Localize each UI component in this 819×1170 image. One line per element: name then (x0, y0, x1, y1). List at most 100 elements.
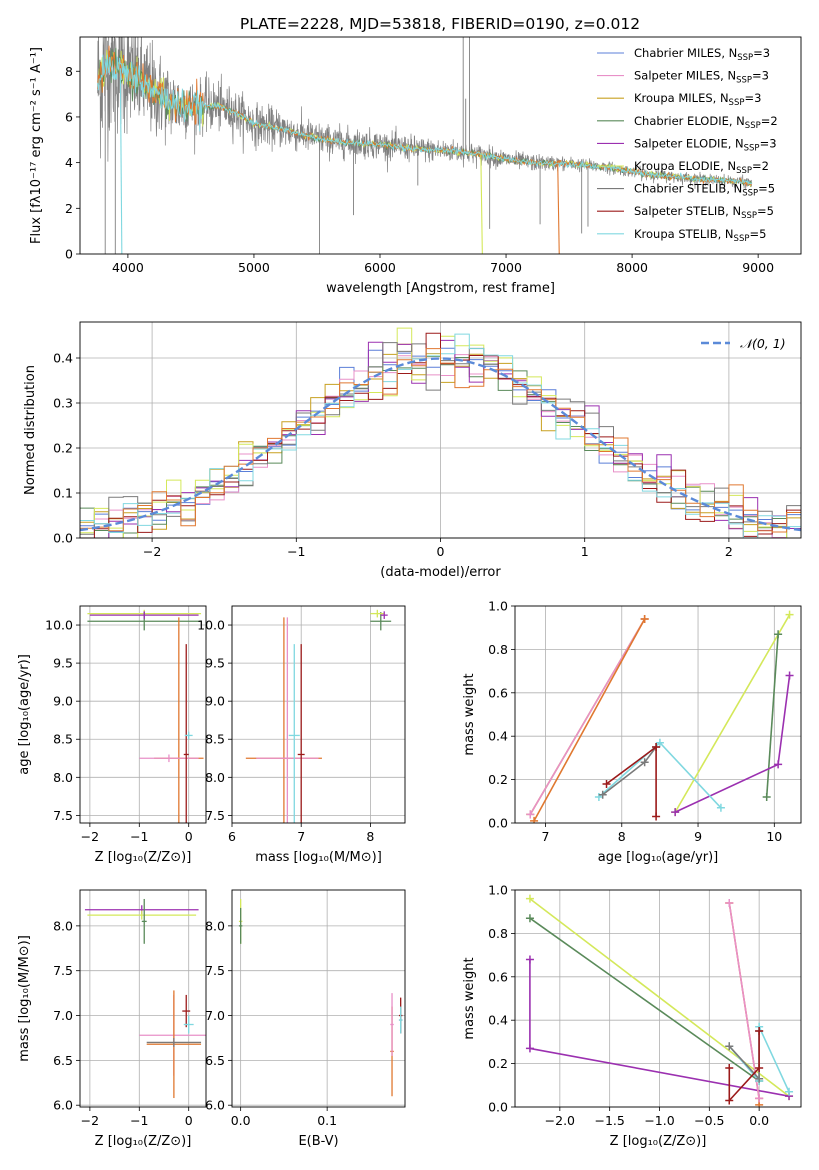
x-tick-label: 8 (366, 829, 374, 844)
plot-area (525, 894, 794, 1107)
normal-curve (80, 357, 801, 532)
legend-label: Salpeter MILES, NSSP=3 (634, 69, 769, 86)
legend-label-tail: =3 (752, 69, 769, 83)
x-axis-label: (data-model)/error (380, 565, 501, 580)
mass-weight-line (728, 1031, 760, 1103)
x-tick-label: −2 (81, 1113, 99, 1128)
legend-label: Salpeter STELIB, NSSP=5 (634, 204, 774, 221)
mass-weight-marker (785, 671, 794, 680)
y-tick-label: 0.8 (488, 642, 508, 657)
mass-weight-marker (598, 790, 607, 799)
legend-label-tail: =2 (761, 114, 778, 128)
x-tick-label: −1 (130, 1113, 148, 1128)
x-tick-label: 1 (581, 544, 589, 559)
mass-weight-marker (526, 810, 535, 819)
mass-weight-line (765, 634, 779, 798)
legend-label-text: Kroupa ELODIE, N (634, 159, 736, 173)
mass-weight-marker (652, 743, 661, 752)
legend-label-text: Salpeter MILES, N (634, 69, 736, 83)
axes-frame (514, 605, 802, 824)
legend-label-text: Salpeter ELODIE, N (634, 136, 744, 150)
spectrum-model-drop (119, 68, 123, 254)
mass-weight-marker (725, 1096, 734, 1105)
x-tick-label: 9000 (742, 260, 774, 275)
y-tick-label: 0.0 (488, 816, 508, 831)
y-tick-label: 0.1 (53, 486, 73, 501)
axes-frame (231, 889, 406, 1108)
x-axis-label: Z [log₁₀(Z/Z⊙)] (95, 1134, 192, 1149)
legend-label-tail: =5 (758, 182, 775, 196)
legend-label-text: Chabrier ELODIE, N (634, 114, 745, 128)
legend-label: Kroupa ELODIE, NSSP=2 (634, 159, 769, 176)
spectrum-model-drop (557, 163, 560, 254)
legend-label-sub: SSP (729, 98, 745, 108)
y-tick-label: 0.2 (488, 772, 508, 787)
mass-weight-marker (725, 1063, 734, 1072)
y-tick-label: 0.2 (488, 1056, 508, 1071)
legend-label-tail: =5 (749, 227, 766, 241)
mass-weight-marker (774, 760, 783, 769)
x-tick-label: −1.0 (644, 1113, 674, 1128)
axes-frame (79, 605, 207, 824)
mass-weight-marker (785, 1087, 794, 1096)
x-tick-label: 0 (437, 544, 445, 559)
mass-weight-marker (525, 1044, 534, 1053)
y-tick-label: 9.0 (205, 694, 225, 709)
legend-label: Salpeter ELODIE, NSSP=3 (634, 136, 777, 153)
mass-weight-line (674, 675, 791, 813)
mass-weight-marker (525, 894, 534, 903)
legend-label: Chabrier MILES, NSSP=3 (634, 46, 770, 63)
legend-label-text: Kroupa STELIB, N (634, 227, 734, 241)
y-tick-label: 8.5 (53, 732, 73, 747)
legend-label-sub: SSP (744, 143, 760, 153)
residual-histogram (80, 348, 801, 533)
y-tick-label: 10.0 (45, 618, 73, 633)
legend-label: Kroupa STELIB, NSSP=5 (634, 227, 766, 244)
y-tick-label: 0.2 (53, 441, 73, 456)
mass-weight-marker (785, 610, 794, 619)
x-tick-label: −2.0 (545, 1113, 575, 1128)
mass-weight-marker (755, 1027, 764, 1036)
mass-weight-marker (525, 955, 534, 964)
mass-weight-marker (762, 792, 771, 801)
y-tick-label: 8 (65, 64, 73, 79)
x-tick-label: 0.0 (231, 1113, 251, 1128)
y-tick-label: 6 (65, 109, 73, 124)
axes-frame (79, 321, 802, 539)
legend-label-text: Chabrier STELIB, N (634, 182, 742, 196)
legend-label-tail: =5 (757, 204, 774, 218)
y-tick-label: 0.0 (53, 531, 73, 546)
plot-area (84, 898, 206, 1099)
y-tick-label: 8.5 (205, 732, 225, 747)
axes-mass-weight-vs-age: 7 8 9 10 0.0 0.2 0.4 0.6 0.8 1.0 age [log₁₀(age/yr… (462, 599, 802, 865)
y-axis-label: mass weight (462, 673, 477, 755)
legend-label-sub: SSP (745, 121, 761, 131)
mass-weight-marker (671, 808, 680, 817)
x-axis-label: wavelength [Angstrom, rest frame] (326, 281, 555, 296)
x-tick-label: −1.5 (594, 1113, 624, 1128)
axes-age-vs-Z: −2 −1 0 7.5 8.0 8.5 9.0 9.5 10.0 Z [log₁₀(Z/Z⊙)] a… (17, 605, 207, 865)
y-tick-label: 1.0 (488, 599, 508, 614)
legend-label-tail: =3 (760, 136, 777, 150)
mass-weight-marker (755, 1074, 764, 1083)
mass-weight-line (728, 902, 760, 1099)
mass-weight-marker (716, 803, 725, 812)
y-tick-label: 8.0 (53, 918, 73, 933)
axes-mass-vs-Z: −2 −1 0 6.0 6.5 7.0 7.5 8.0 Z [log₁₀(Z/Z⊙)] mass … (17, 889, 207, 1149)
axes-frame (514, 889, 802, 1108)
x-tick-label: 6000 (364, 260, 396, 275)
y-tick-label: 0.6 (488, 685, 508, 700)
x-tick-label: 8 (618, 829, 626, 844)
axes-mass-vs-ebv: 0.0 0.1 6.0 6.5 7.0 7.5 8.0 E(B-V) (205, 889, 406, 1149)
y-tick-label: 7.5 (205, 808, 225, 823)
y-tick-label: 6.5 (205, 1053, 225, 1068)
y-tick-label: 1.0 (488, 883, 508, 898)
legend-label-text: Kroupa MILES, N (634, 91, 729, 105)
x-axis-label: Z [log₁₀(Z/Z⊙)] (610, 1134, 707, 1149)
mass-weight-marker (640, 615, 649, 624)
legend-label-sub: SSP (736, 76, 752, 86)
x-tick-label: 0 (185, 829, 193, 844)
x-tick-label: 4000 (112, 260, 144, 275)
x-tick-label: −0.5 (694, 1113, 724, 1128)
